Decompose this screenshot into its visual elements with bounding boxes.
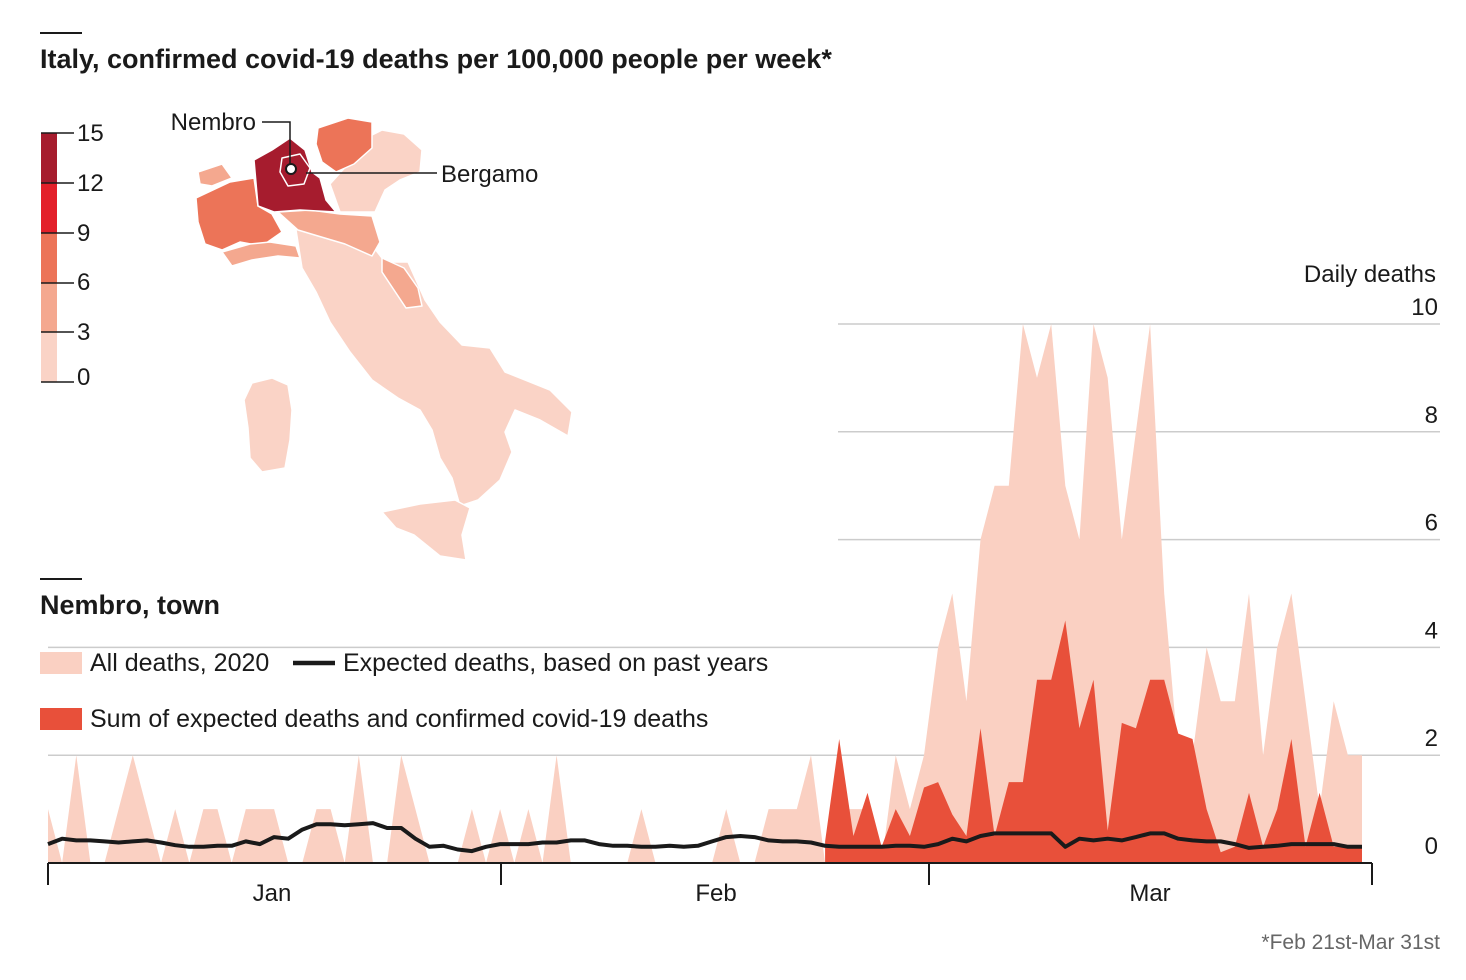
x-month-label: Feb bbox=[695, 880, 736, 907]
axes: 0 2 4 6 8 10 Jan Feb Mar bbox=[47, 294, 1438, 907]
map-title: Italy, confirmed covid-19 deaths per 100… bbox=[40, 44, 832, 74]
color-scale-legend: 15 12 9 6 3 0 bbox=[41, 120, 104, 391]
legend-swatch-covid-sum bbox=[40, 708, 82, 730]
legend-label-covid-sum: Sum of expected deaths and confirmed cov… bbox=[90, 705, 708, 733]
legend-label-expected: Expected deaths, based on past years bbox=[343, 649, 768, 677]
footnote: *Feb 21st-Mar 31st bbox=[1261, 931, 1440, 954]
scale-band-3 bbox=[41, 183, 57, 233]
scale-band-0 bbox=[41, 332, 57, 382]
town-title-rule bbox=[40, 578, 82, 580]
map-north-east bbox=[329, 129, 423, 213]
legend-swatch-all-deaths bbox=[40, 652, 82, 674]
town-title: Nembro, town bbox=[40, 590, 220, 620]
y-tick-label: 0 bbox=[1425, 833, 1438, 860]
nembro-leader-line bbox=[262, 121, 291, 164]
scale-band-4 bbox=[41, 133, 57, 183]
scale-label-0: 0 bbox=[77, 364, 90, 391]
map-liguria bbox=[221, 241, 301, 267]
legend-label-all-deaths: All deaths, 2020 bbox=[90, 649, 269, 677]
scale-label-6: 6 bbox=[77, 269, 90, 296]
scale-label-9: 9 bbox=[77, 220, 90, 247]
scale-label-12: 12 bbox=[77, 170, 104, 197]
y-tick-label: 4 bbox=[1425, 617, 1438, 644]
nembro-label: Nembro bbox=[171, 109, 256, 136]
expected-deaths-line bbox=[47, 821, 1362, 854]
x-month-label: Mar bbox=[1129, 880, 1170, 907]
italy-map bbox=[195, 117, 573, 561]
nembro-marker bbox=[285, 163, 297, 175]
y-tick-label: 8 bbox=[1425, 402, 1438, 429]
map-aosta bbox=[197, 163, 233, 187]
scale-band-2 bbox=[41, 233, 57, 283]
map-trentino bbox=[315, 117, 373, 173]
x-month-label: Jan bbox=[253, 880, 292, 907]
plot-lines bbox=[47, 821, 1362, 854]
map-marche bbox=[381, 257, 423, 309]
y-tick-label: 2 bbox=[1425, 725, 1438, 752]
map-piedmont bbox=[195, 177, 283, 251]
scale-label-15: 15 bbox=[77, 120, 104, 147]
y-axis-label: Daily deaths bbox=[1304, 261, 1436, 288]
map-sicily bbox=[381, 499, 471, 561]
map-peninsula bbox=[295, 221, 573, 507]
map-title-rule bbox=[40, 32, 82, 34]
town-legend: All deaths, 2020 Expected deaths, based … bbox=[40, 649, 768, 733]
plot-areas bbox=[48, 324, 1362, 863]
y-tick-label: 10 bbox=[1411, 294, 1438, 321]
covid-sum-area bbox=[825, 620, 1362, 863]
map-sardinia bbox=[243, 377, 293, 473]
scale-band-1 bbox=[41, 283, 57, 332]
scale-label-3: 3 bbox=[77, 319, 90, 346]
y-tick-label: 6 bbox=[1425, 510, 1438, 537]
bergamo-label: Bergamo bbox=[441, 161, 538, 188]
